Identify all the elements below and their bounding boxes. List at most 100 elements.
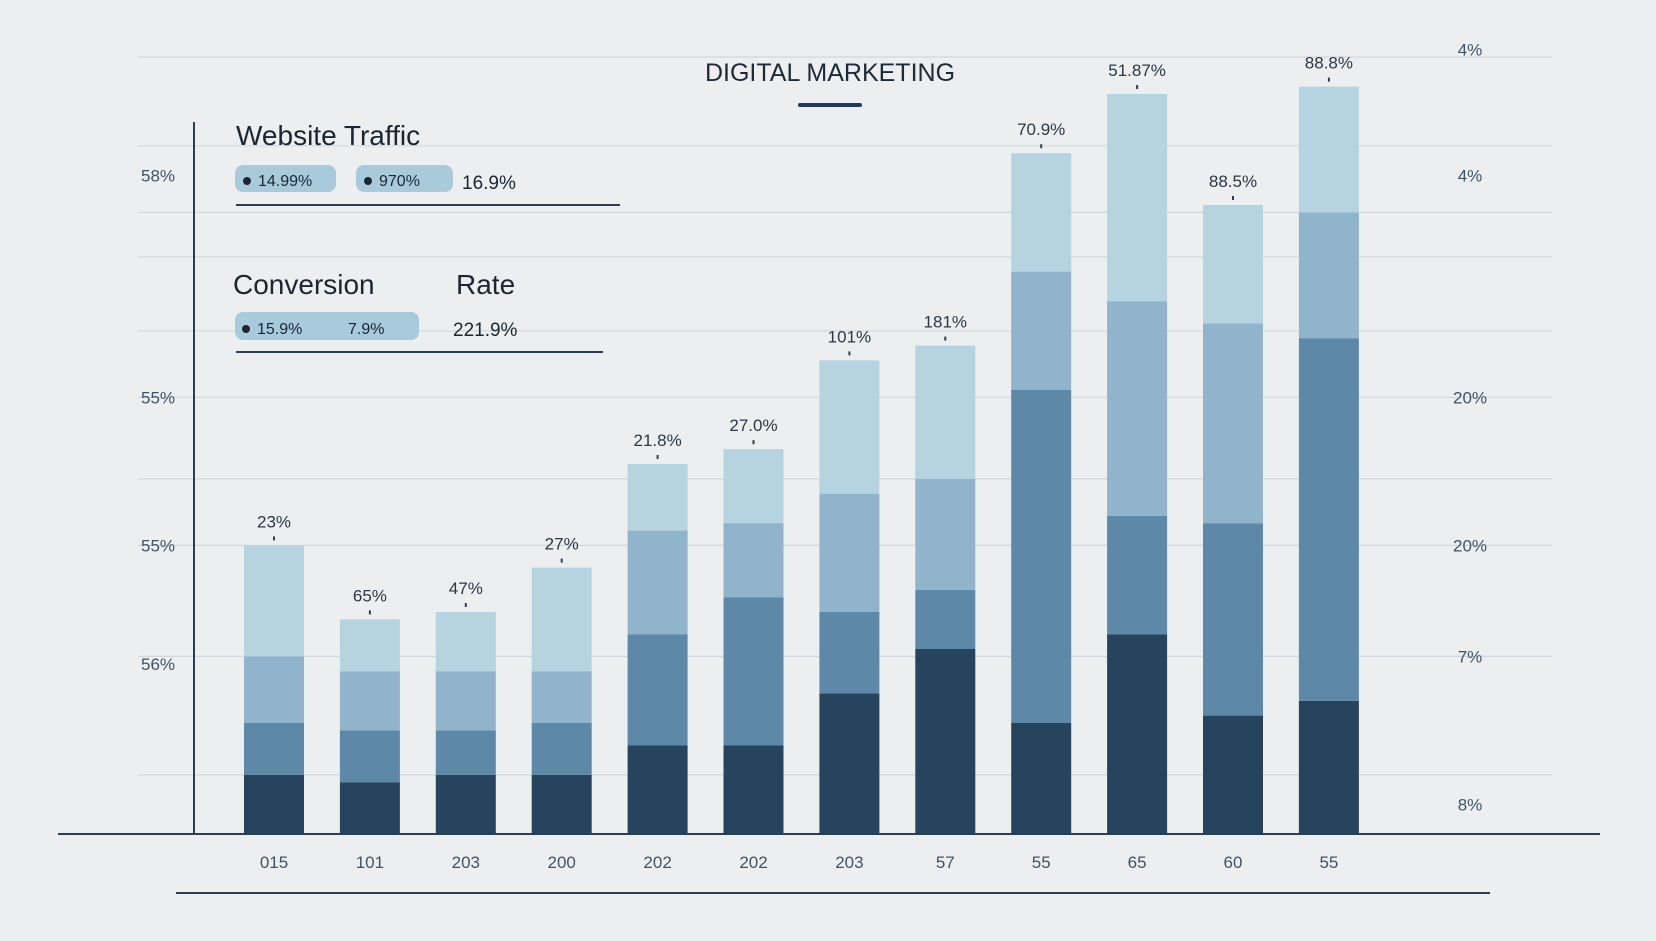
category-label: 202	[739, 853, 767, 872]
right-tick-label: 8%	[1458, 795, 1483, 814]
bar-segment	[915, 478, 976, 590]
bar-segment	[339, 782, 400, 834]
data-label: 88.5%	[1209, 172, 1257, 191]
bar-segment	[435, 612, 496, 672]
bar-segment	[1107, 94, 1168, 302]
bar-segment	[1011, 723, 1072, 834]
data-label: 70.9%	[1017, 120, 1065, 139]
category-label: 55	[1032, 853, 1051, 872]
bar-segment	[819, 693, 880, 834]
bar-segment	[1298, 212, 1359, 339]
website-traffic-title: Website Traffic	[236, 120, 420, 151]
bar-segment	[915, 649, 976, 834]
category-label: 203	[835, 853, 863, 872]
right-tick-labels: 4% 4% 20% 20% 7% 8%	[1453, 41, 1487, 815]
category-label: 55	[1319, 853, 1338, 872]
bar-segment	[244, 545, 304, 657]
bar-segment	[627, 530, 688, 635]
left-tick-label: 55%	[141, 536, 175, 555]
bar-segment	[1011, 153, 1072, 272]
bar-segment	[339, 619, 400, 672]
website-traffic-pill-1[interactable]	[235, 165, 336, 192]
bar-segment	[723, 745, 784, 834]
bar-segment	[1203, 205, 1263, 324]
bar-segment	[1011, 390, 1072, 723]
right-tick-label: 4%	[1458, 166, 1483, 185]
data-label: 101%	[828, 327, 871, 346]
bar-segment	[1298, 338, 1359, 701]
conversion-title: Conversion	[233, 269, 375, 300]
bars	[244, 86, 1359, 834]
conversion-rate-value: 221.9%	[453, 320, 518, 341]
bar-segment	[1107, 515, 1168, 635]
right-tick-label: 7%	[1458, 647, 1483, 666]
bar-segment	[1298, 700, 1359, 834]
bullet-icon	[364, 177, 372, 185]
bar-segment	[627, 464, 688, 531]
category-label: 015	[260, 853, 288, 872]
bar-segment	[915, 345, 976, 479]
bar-segment	[531, 723, 592, 775]
left-tick-label: 56%	[141, 655, 175, 674]
data-label: 65%	[353, 586, 387, 605]
bar-segment	[723, 523, 784, 598]
right-tick-label: 20%	[1453, 388, 1487, 407]
right-tick-label: 4%	[1458, 41, 1483, 60]
conversion-rate-pill-2-text: 7.9%	[348, 321, 384, 338]
data-label: 47%	[449, 579, 483, 598]
left-tick-labels: 58% 55% 55% 56%	[141, 166, 175, 673]
category-label: 60	[1224, 853, 1243, 872]
bar-segment	[1203, 523, 1263, 716]
bar-segment	[627, 634, 688, 746]
website-traffic-value: 16.9%	[462, 173, 516, 194]
bar-segment	[1011, 271, 1072, 390]
data-label: 181%	[924, 313, 967, 332]
bar-segment	[1203, 323, 1263, 524]
data-label: 27%	[545, 535, 579, 554]
bar-segment	[435, 730, 496, 775]
category-label: 101	[356, 853, 384, 872]
data-label: 21.8%	[633, 431, 681, 450]
data-label: 23%	[257, 512, 291, 531]
chart-title: DIGITAL MARKETING	[705, 59, 955, 87]
bar-segment	[627, 745, 688, 834]
bar-segment	[339, 671, 400, 731]
bar-segment	[531, 567, 592, 672]
bullet-icon	[242, 325, 250, 333]
conversion-rate-pill-1-text: 15.9%	[257, 321, 302, 338]
data-label: 27.0%	[729, 416, 777, 435]
data-label: 88.8%	[1305, 54, 1353, 73]
bar-segment	[435, 774, 496, 834]
category-labels: 015 101 203 200 202 202 203 57 55 65 60 55	[260, 853, 1339, 872]
conversion-rate-pill[interactable]	[235, 312, 419, 340]
bar-segment	[819, 493, 880, 612]
bar-segment	[1107, 634, 1168, 834]
bar-segment	[244, 723, 304, 775]
left-tick-label: 58%	[141, 166, 175, 185]
bar-segment	[1203, 715, 1263, 834]
bar-segment	[723, 449, 784, 524]
bullet-icon	[243, 177, 251, 185]
right-tick-label: 20%	[1453, 536, 1487, 555]
bar-segment	[1298, 86, 1359, 213]
bar-segment	[531, 671, 592, 723]
data-label: 51.87%	[1108, 61, 1166, 80]
bar-segment	[435, 671, 496, 731]
category-label: 203	[452, 853, 480, 872]
conversion-rate-panel: Conversion Rate 15.9% 7.9% 221.9%	[233, 269, 603, 353]
website-traffic-pill-2[interactable]	[356, 165, 453, 192]
bar-segment	[244, 656, 304, 723]
bar-segment	[723, 597, 784, 746]
left-tick-label: 55%	[141, 388, 175, 407]
category-label: 200	[548, 853, 576, 872]
website-traffic-pill-1-text: 14.99%	[258, 173, 312, 190]
bar-segment	[339, 730, 400, 783]
rate-title: Rate	[456, 269, 515, 300]
bar-segment	[819, 612, 880, 694]
category-label: 202	[643, 853, 671, 872]
category-label: 57	[936, 853, 955, 872]
website-traffic-panel: Website Traffic 14.99% 970% 16.9%	[235, 120, 620, 206]
bar-segment	[1107, 301, 1168, 516]
